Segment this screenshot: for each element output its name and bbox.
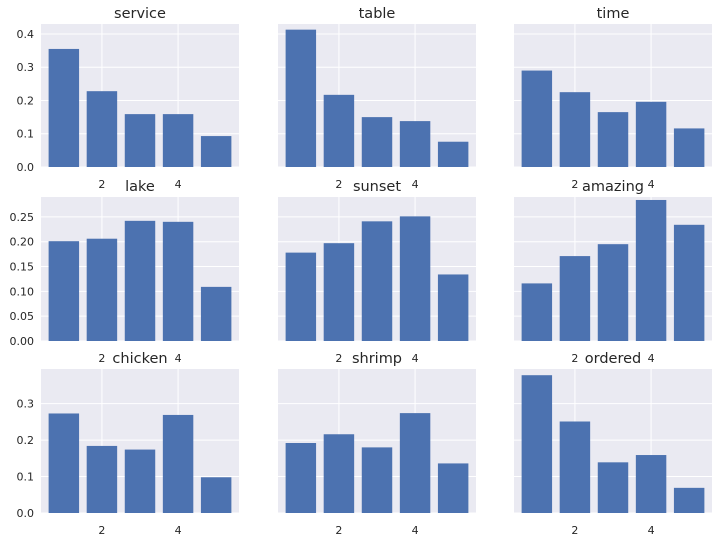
chart-panel-sunset: 2 4 sunset [278,179,476,365]
chart-panel-shrimp: 2 4 shrimp [278,351,476,537]
bar [124,449,156,513]
y-tick-label: 0.00 [10,335,35,348]
bar [399,216,431,341]
y-tick-label: 0.4 [17,28,35,41]
x-tick-label: 2 [571,178,578,191]
bar [285,29,317,167]
bar [124,220,156,341]
bar [673,487,705,513]
x-tick-label: 4 [412,178,419,191]
bar [200,136,232,167]
y-tick-label: 0.05 [10,310,35,323]
chart-panel-lake: 0.00 0.05 0.10 0.15 0.20 0.25 2 4 lake [10,179,239,365]
bar [399,121,431,167]
chart-panel-chicken: 0.0 0.1 0.2 0.3 2 4 chicken [17,351,239,537]
x-tick-label: 2 [571,352,578,365]
x-tick-label: 2 [98,178,105,191]
bar [597,112,629,167]
chart-panel-ordered: 2 4 ordered [514,351,712,537]
panel-title: time [597,6,630,22]
panel-title: service [114,6,166,22]
bar [673,224,705,341]
bar [200,477,232,513]
panel-title: table [359,6,396,22]
bar [559,92,591,167]
bar [48,241,80,341]
y-tick-label: 0.15 [10,261,35,274]
y-tick-label: 0.10 [10,285,35,298]
bar [323,94,355,167]
y-tick-label: 0.3 [17,398,35,411]
x-tick-label: 4 [648,352,655,365]
x-tick-label: 2 [335,178,342,191]
y-tick-label: 0.2 [17,94,35,107]
chart-panel-table: 2 4 table [278,6,476,191]
x-tick-label: 2 [98,524,105,537]
bar [399,413,431,513]
chart-panel-amazing: 2 4 amazing [514,179,712,365]
bar [597,462,629,513]
bar [162,221,194,341]
panel-title: sunset [353,179,401,195]
bar [559,256,591,341]
y-tick-label: 0.0 [17,161,35,174]
x-tick-label: 2 [335,352,342,365]
y-tick-label: 0.20 [10,236,35,249]
x-tick-label: 4 [175,524,182,537]
bar [361,117,393,167]
y-tick-label: 0.1 [17,471,35,484]
bar [521,283,553,341]
x-tick-label: 2 [571,524,578,537]
x-tick-label: 4 [412,352,419,365]
y-tick-label: 0.2 [17,434,35,447]
bar [48,413,80,513]
panel-title: ordered [585,351,641,367]
y-tick-label: 0.3 [17,61,35,74]
y-tick-label: 0.0 [17,507,35,520]
bar [162,114,194,167]
bar [124,114,156,167]
bar [597,244,629,341]
chart-panel-service: 0.0 0.1 0.2 0.3 0.4 2 4 service [17,6,239,191]
bar [437,274,469,341]
y-tick-label: 0.25 [10,211,35,224]
chart-panel-time: 2 4 time [514,6,712,191]
x-tick-label: 4 [175,352,182,365]
bar [437,463,469,513]
bar [162,414,194,513]
bar [200,286,232,341]
bar [285,252,317,341]
bar [635,455,667,513]
x-tick-label: 4 [648,178,655,191]
bar [86,445,118,513]
bar [673,128,705,167]
bar [635,199,667,341]
x-tick-label: 4 [412,524,419,537]
bar [48,48,80,167]
bar [86,238,118,341]
bar [635,101,667,167]
bar [323,243,355,341]
bar [86,91,118,167]
panel-title: chicken [112,351,167,367]
bar [521,375,553,513]
y-tick-label: 0.1 [17,128,35,141]
panel-title: shrimp [352,351,402,367]
bar [285,443,317,513]
bar [361,221,393,341]
bar [437,141,469,167]
bar [323,434,355,513]
x-tick-label: 4 [175,178,182,191]
x-tick-label: 2 [98,352,105,365]
x-tick-label: 4 [648,524,655,537]
panel-title: amazing [582,179,644,195]
x-tick-label: 2 [335,524,342,537]
panel-title: lake [125,179,155,195]
bar [361,447,393,513]
bar [521,70,553,167]
bar [559,421,591,513]
